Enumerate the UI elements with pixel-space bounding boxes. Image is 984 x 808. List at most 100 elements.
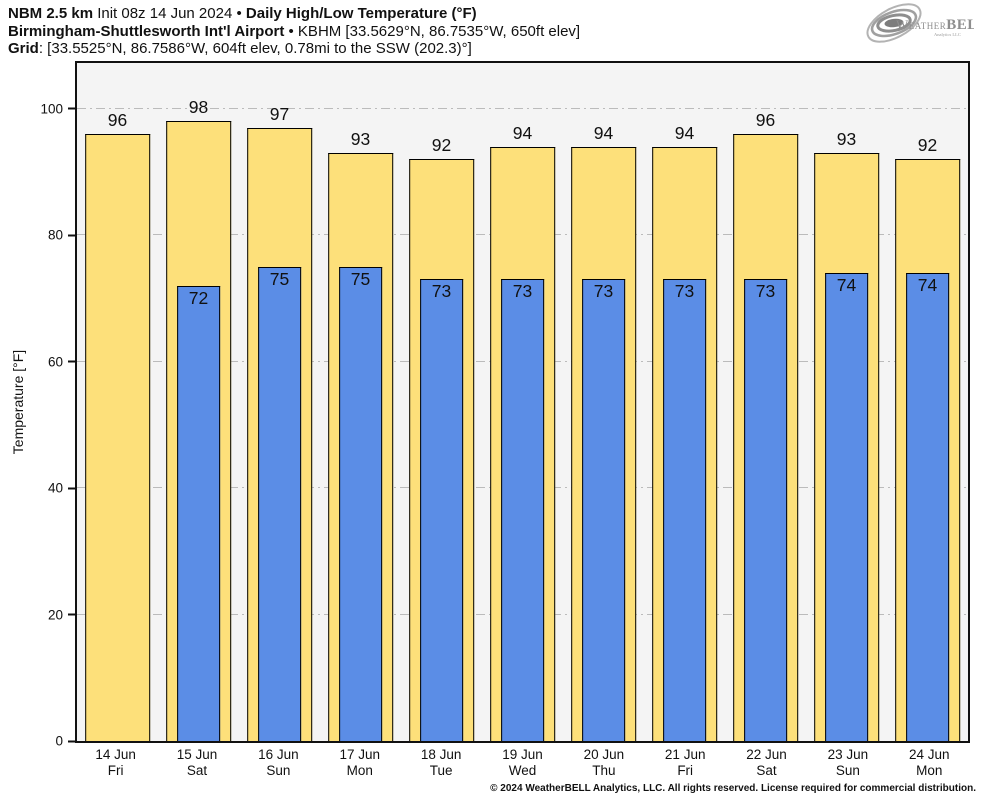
x-tick-label: 18 Jun Tue bbox=[400, 747, 481, 779]
high-value-label: 94 bbox=[674, 122, 695, 143]
y-tick-mark bbox=[68, 740, 75, 742]
low-value-label: 74 bbox=[917, 274, 938, 295]
header-segment: NBM 2.5 km bbox=[8, 5, 94, 22]
high-value-label: 98 bbox=[188, 97, 209, 118]
y-axis: 0 20 40 60 80 100 bbox=[0, 61, 75, 749]
x-tick-label: 19 Jun Wed bbox=[482, 747, 563, 779]
x-tick-day: Fri bbox=[677, 763, 694, 778]
y-tick-0: 0 bbox=[55, 734, 75, 749]
header-segment: Grid bbox=[8, 40, 39, 57]
x-tick-day: Fri bbox=[107, 763, 124, 778]
high-value-label: 97 bbox=[269, 103, 290, 124]
x-tick-date: 19 Jun bbox=[502, 747, 543, 762]
x-tick-day: Thu bbox=[592, 763, 616, 778]
high-value-label: 96 bbox=[755, 109, 776, 130]
high-bar: 96 bbox=[84, 110, 151, 741]
high-value-label: 93 bbox=[350, 128, 371, 149]
x-tick-date: 23 Jun bbox=[827, 747, 869, 762]
x-tick-label: 16 Jun Sun bbox=[238, 747, 319, 779]
header-segment: Init 08z 14 Jun 2024 • bbox=[93, 5, 246, 22]
day-group-19-Jun: 94 73 bbox=[482, 63, 563, 741]
y-tick-label: 40 bbox=[47, 480, 63, 496]
logo-bell-text: BELL bbox=[946, 17, 974, 33]
y-tick-mark bbox=[68, 107, 75, 110]
low-value-label: 73 bbox=[674, 281, 695, 302]
x-tick-label: 14 Jun Fri bbox=[75, 747, 156, 779]
x-tick-date: 17 Jun bbox=[339, 747, 381, 762]
high-value-label: 94 bbox=[512, 122, 533, 143]
low-bar: 73 bbox=[500, 279, 545, 741]
low-bar: 73 bbox=[743, 279, 788, 741]
high-value-label: 92 bbox=[431, 135, 452, 156]
x-tick-label: 15 Jun Sat bbox=[156, 747, 237, 779]
low-value-label: 75 bbox=[269, 268, 290, 289]
logo-weather-text: Weather bbox=[896, 17, 946, 32]
x-tick-label: 20 Jun Thu bbox=[563, 747, 644, 779]
y-tick-label: 0 bbox=[55, 733, 63, 749]
high-bar: 92 bbox=[894, 135, 961, 741]
x-tick-date: 15 Jun bbox=[176, 747, 218, 762]
x-axis-labels: 14 Jun Fri 15 Jun Sat 16 Jun Sun 17 Jun Mon 18 J… bbox=[75, 747, 970, 779]
gridline-100 bbox=[77, 107, 968, 109]
x-tick-date: 20 Jun bbox=[583, 747, 625, 762]
header-line-2: Birmingham-Shuttlesworth Int'l Airport •… bbox=[8, 23, 580, 41]
low-value-label: 73 bbox=[755, 281, 776, 302]
day-group-18-Jun: 92 73 bbox=[401, 63, 482, 741]
low-bar: 72 bbox=[176, 285, 221, 741]
low-value-label: 75 bbox=[350, 268, 371, 289]
y-tick-label: 60 bbox=[47, 354, 63, 370]
header-segment: Daily High/Low Temperature (°F) bbox=[245, 5, 477, 22]
low-value-label: 73 bbox=[431, 281, 452, 302]
header-segment: • KBHM [33.5629°N, 86.7535°W, 650ft elev… bbox=[284, 22, 581, 40]
low-bar: 73 bbox=[419, 279, 464, 741]
x-tick-label: 21 Jun Fri bbox=[645, 747, 726, 779]
x-tick-day: Mon bbox=[346, 763, 373, 778]
copyright-notice: © 2024 WeatherBELL Analytics, LLC. All r… bbox=[490, 783, 976, 794]
low-value-label: 73 bbox=[593, 281, 614, 302]
day-group-22-Jun: 96 73 bbox=[725, 63, 806, 741]
svg-text:WeatherBELL: WeatherBELL bbox=[896, 17, 974, 33]
day-group-14-Jun: 96 bbox=[77, 63, 158, 741]
y-tick-mark bbox=[68, 487, 75, 490]
y-tick-40: 40 bbox=[48, 481, 75, 496]
plot-area: 96 98 72 97 75 93 75 92 73 94 73 94 73 94 73 96 73 93 74 92… bbox=[75, 61, 970, 743]
high-value-label: 93 bbox=[836, 128, 857, 149]
day-group-23-Jun: 93 74 bbox=[806, 63, 887, 741]
header-segment: Birmingham-Shuttlesworth Int'l Airport bbox=[8, 22, 285, 40]
x-tick-date: 22 Jun bbox=[746, 747, 787, 762]
y-tick-label: 20 bbox=[47, 607, 63, 623]
y-tick-label: 100 bbox=[40, 101, 63, 117]
header-line-1: NBM 2.5 km Init 08z 14 Jun 2024 • Daily … bbox=[8, 5, 580, 23]
y-tick-80: 80 bbox=[48, 228, 75, 243]
header-segment: : [33.5525°N, 86.7586°W, 604ft elev, 0.7… bbox=[38, 40, 472, 57]
x-tick-date: 16 Jun bbox=[258, 747, 299, 762]
day-group-20-Jun: 94 73 bbox=[563, 63, 644, 741]
low-bar: 73 bbox=[581, 279, 626, 741]
x-tick-day: Mon bbox=[916, 763, 943, 778]
low-bar: 75 bbox=[257, 266, 302, 741]
low-bar: 75 bbox=[338, 266, 383, 741]
x-tick-date: 24 Jun bbox=[909, 747, 950, 762]
high-value-label: 94 bbox=[593, 122, 614, 143]
x-tick-day: Sun bbox=[266, 763, 291, 778]
y-tick-label: 80 bbox=[47, 227, 63, 243]
low-bar: 74 bbox=[824, 272, 869, 741]
x-tick-day: Wed bbox=[508, 763, 537, 778]
y-tick-mark bbox=[68, 360, 75, 363]
high-value-label: 92 bbox=[917, 135, 938, 156]
x-tick-label: 24 Jun Mon bbox=[889, 747, 970, 779]
low-value-label: 73 bbox=[512, 281, 533, 302]
low-value-label: 72 bbox=[188, 287, 209, 308]
x-tick-date: 14 Jun bbox=[95, 747, 136, 762]
hurricane-swirl-icon bbox=[866, 3, 922, 43]
weatherbell-logo: WeatherBELL Analytics LLC bbox=[866, 3, 974, 43]
header-line-3: Grid: [33.5525°N, 86.7586°W, 604ft elev,… bbox=[8, 40, 580, 58]
x-tick-label: 23 Jun Sun bbox=[807, 747, 888, 779]
low-bar: 73 bbox=[662, 279, 707, 741]
day-group-21-Jun: 94 73 bbox=[644, 63, 725, 741]
day-group-15-Jun: 98 72 bbox=[158, 63, 239, 741]
day-group-17-Jun: 93 75 bbox=[320, 63, 401, 741]
y-tick-100: 100 bbox=[40, 101, 75, 116]
x-tick-date: 21 Jun bbox=[664, 747, 706, 762]
x-tick-label: 17 Jun Mon bbox=[319, 747, 400, 779]
